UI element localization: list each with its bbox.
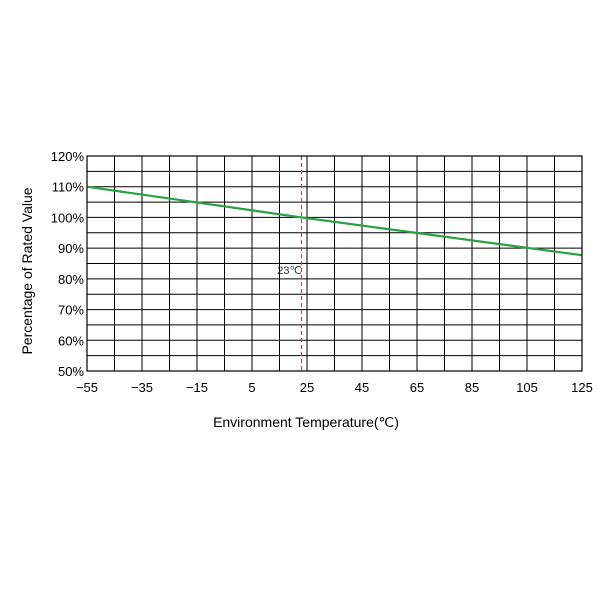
x-axis-title: Environment Temperature(℃) [213,414,399,430]
x-tick-labels: −55 −35 −15 5 25 45 65 85 105 125 [76,380,593,395]
reference-line-group: 23℃ [277,156,303,371]
x-tick-label: −55 [76,380,98,395]
grid [87,156,582,371]
y-axis-title: Percentage of Rated Value [19,187,35,354]
y-tick-label: 50% [58,364,84,379]
x-tick-label: 45 [355,380,369,395]
x-tick-label: 25 [300,380,314,395]
series-group [86,185,583,257]
y-tick-label: 120% [51,149,85,164]
y-tick-label: 60% [58,333,84,348]
y-tick-label: 70% [58,303,84,318]
y-tick-label: 90% [58,241,84,256]
x-tick-label: −15 [186,380,208,395]
y-tick-label: 80% [58,272,84,287]
x-tick-label: 125 [571,380,593,395]
x-tick-label: 105 [516,380,538,395]
plot-frame [86,155,583,372]
y-tick-label: 110% [52,180,85,195]
series-line-0 [86,185,583,257]
y-tick-labels: 50% 60% 70% 80% 90% 100% 110% 120% [51,149,85,379]
x-tick-label: −35 [131,380,153,395]
x-tick-label: 5 [248,380,255,395]
reference-line-label: 23℃ [277,265,302,277]
x-tick-label: 65 [410,380,424,395]
y-tick-label: 100% [51,210,85,225]
x-tick-label: 85 [465,380,479,395]
